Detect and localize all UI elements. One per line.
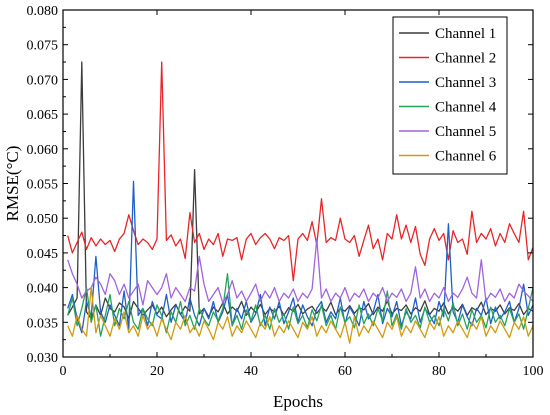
y-tick-label: 0.080 xyxy=(27,4,59,19)
series-layer xyxy=(67,61,533,344)
y-tick-label: 0.055 xyxy=(27,178,59,193)
legend-label-5: Channel 5 xyxy=(435,124,496,140)
legend-box xyxy=(392,16,508,175)
x-tick-label: 0 xyxy=(60,364,67,379)
x-tick-label: 40 xyxy=(244,364,258,379)
legend-label-4: Channel 4 xyxy=(435,100,497,116)
series-line-2 xyxy=(67,61,533,282)
x-tick-label: 60 xyxy=(338,364,352,379)
y-tick-label: 0.060 xyxy=(27,143,59,158)
y-tick-label: 0.065 xyxy=(27,108,59,123)
series-line-5 xyxy=(67,238,533,306)
y-tick-label: 0.040 xyxy=(27,282,59,297)
legend-label-2: Channel 2 xyxy=(435,51,496,67)
legend: Channel 1 Channel 2 Channel 3 Channel 4 Chan… xyxy=(392,16,508,175)
y-axis-title: RMSE(°C) xyxy=(3,146,22,222)
x-tick-label: 20 xyxy=(150,364,164,379)
y-tick-label: 0.050 xyxy=(27,212,59,227)
y-tick-label: 0.075 xyxy=(27,39,59,54)
y-tick-label: 0.030 xyxy=(27,351,59,366)
legend-label-6: Channel 6 xyxy=(435,149,497,165)
y-tick-label: 0.070 xyxy=(27,73,59,88)
x-tick-label: 80 xyxy=(432,364,446,379)
y-tick-label: 0.045 xyxy=(27,247,59,262)
y-tick-label: 0.035 xyxy=(27,316,59,331)
series-line-6 xyxy=(67,286,533,344)
legend-label-3: Channel 3 xyxy=(435,75,496,91)
series-line-4 xyxy=(67,273,533,337)
axes-layer: 0 20 40 60 80 100 0.030 0.035 0.040 0.045 0.050 0.0… xyxy=(27,4,544,379)
x-axis-title: Epochs xyxy=(273,392,323,411)
legend-label-1: Channel 1 xyxy=(435,26,496,42)
x-tick-label: 100 xyxy=(523,364,544,379)
